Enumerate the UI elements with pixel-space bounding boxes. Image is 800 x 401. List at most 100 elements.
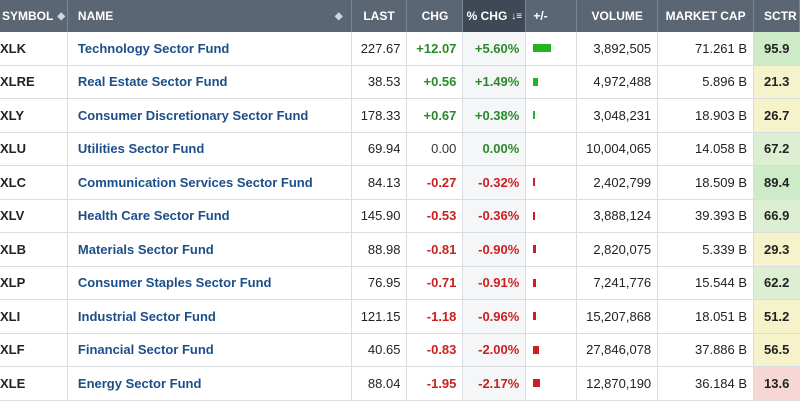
- market-cap-cell: 5.339 B: [658, 233, 755, 266]
- symbol-cell[interactable]: XLP: [0, 266, 68, 300]
- symbol-text[interactable]: XLY: [0, 107, 25, 123]
- last-cell: 40.65: [352, 333, 408, 367]
- name-cell[interactable]: Technology Sector Fund: [68, 32, 352, 65]
- name-text[interactable]: Energy Sector Fund: [77, 375, 202, 391]
- table-row[interactable]: XLF Financial Sector Fund 40.65 -0.83 -2.00%…: [0, 333, 800, 368]
- last-cell: 121.15: [352, 300, 408, 333]
- volume-text: 3,048,231: [593, 107, 652, 123]
- symbol-cell[interactable]: XLC: [0, 166, 68, 199]
- name-text[interactable]: Utilities Sector Fund: [77, 141, 205, 157]
- name-text[interactable]: Financial Sector Fund: [77, 342, 214, 358]
- name-text[interactable]: Real Estate Sector Fund: [77, 74, 228, 90]
- sctr-cell: 89.4: [754, 166, 800, 199]
- symbol-text[interactable]: XLP: [0, 275, 26, 291]
- column-header-plus-minus[interactable]: +/-: [526, 0, 578, 32]
- table-row[interactable]: XLY Consumer Discretionary Sector Fund 178…: [0, 99, 800, 133]
- pct-chg-cell: -2.17%: [463, 367, 527, 400]
- name-cell[interactable]: Energy Sector Fund: [68, 367, 352, 400]
- change-bar: [533, 312, 537, 321]
- name-text[interactable]: Communication Services Sector Fund: [77, 174, 313, 190]
- column-header-pct-chg[interactable]: % CHG ↓≡: [463, 0, 527, 32]
- column-header-name[interactable]: NAME ◆: [68, 0, 352, 32]
- symbol-text[interactable]: XLRE: [0, 74, 35, 90]
- column-header-chg[interactable]: CHG: [407, 0, 464, 32]
- change-bar-cell: [526, 166, 578, 199]
- symbol-text[interactable]: XLB: [0, 241, 26, 257]
- table-row[interactable]: XLRE Real Estate Sector Fund 38.53 +0.56 +1.…: [0, 65, 800, 100]
- name-cell[interactable]: Consumer Staples Sector Fund: [68, 266, 352, 300]
- market-cap-text: 18.903 B: [695, 107, 748, 123]
- volume-text: 3,892,505: [593, 40, 652, 56]
- name-cell[interactable]: Health Care Sector Fund: [68, 199, 352, 233]
- chg-cell: -1.18: [407, 300, 464, 333]
- symbol-text[interactable]: XLU: [0, 141, 26, 157]
- change-bar-cell: [526, 367, 578, 400]
- market-cap-text: 18.051 B: [695, 308, 748, 324]
- name-cell[interactable]: Materials Sector Fund: [68, 233, 352, 266]
- sctr-cell: 29.3: [754, 233, 800, 266]
- last-cell: 84.13: [352, 166, 408, 199]
- pct-chg-text: +5.60%: [474, 40, 520, 56]
- symbol-text[interactable]: XLV: [0, 208, 25, 224]
- column-header-sctr[interactable]: SCTR: [754, 0, 800, 32]
- symbol-text[interactable]: XLF: [0, 342, 25, 358]
- volume-cell: 7,241,776: [577, 266, 659, 300]
- name-cell[interactable]: Consumer Discretionary Sector Fund: [68, 99, 352, 132]
- name-text[interactable]: Materials Sector Fund: [77, 241, 214, 257]
- symbol-text[interactable]: XLE: [0, 375, 26, 391]
- chg-cell: -0.27: [407, 166, 464, 199]
- pct-chg-text: -0.90%: [478, 241, 520, 257]
- table-row[interactable]: XLK Technology Sector Fund 227.67 +12.07 +5.…: [0, 32, 800, 66]
- sctr-text: 89.4: [764, 174, 790, 190]
- table-row[interactable]: XLP Consumer Staples Sector Fund 76.95 -0.7…: [0, 266, 800, 301]
- symbol-cell[interactable]: XLF: [0, 333, 68, 367]
- table-row[interactable]: XLE Energy Sector Fund 88.04 -1.95 -2.17% 12,…: [0, 367, 800, 401]
- table-row[interactable]: XLV Health Care Sector Fund 145.90 -0.53 -0.…: [0, 199, 800, 234]
- change-bar-cell: [526, 132, 578, 166]
- name-text[interactable]: Consumer Staples Sector Fund: [77, 275, 272, 291]
- chg-text: 0.00: [431, 141, 457, 157]
- symbol-cell[interactable]: XLRE: [0, 65, 68, 99]
- volume-text: 3,888,124: [593, 208, 652, 224]
- name-cell[interactable]: Financial Sector Fund: [68, 333, 352, 367]
- column-header-last[interactable]: LAST: [352, 0, 408, 32]
- name-cell[interactable]: Utilities Sector Fund: [68, 132, 352, 166]
- symbol-cell[interactable]: XLU: [0, 132, 68, 166]
- table-row[interactable]: XLU Utilities Sector Fund 69.94 0.00 0.00% 10…: [0, 132, 800, 167]
- name-text[interactable]: Consumer Discretionary Sector Fund: [77, 107, 309, 123]
- name-text[interactable]: Health Care Sector Fund: [77, 208, 230, 224]
- change-bar-cell: [526, 199, 578, 233]
- symbol-cell[interactable]: XLE: [0, 367, 68, 400]
- column-header-label: % CHG: [466, 9, 508, 23]
- column-header-label: +/-: [533, 9, 548, 23]
- symbol-text[interactable]: XLC: [0, 174, 26, 190]
- name-cell[interactable]: Industrial Sector Fund: [68, 300, 352, 333]
- symbol-cell[interactable]: XLV: [0, 199, 68, 233]
- name-cell[interactable]: Real Estate Sector Fund: [68, 65, 352, 99]
- symbol-text[interactable]: XLI: [0, 308, 21, 324]
- name-text[interactable]: Industrial Sector Fund: [77, 308, 216, 324]
- last-text: 84.13: [367, 174, 401, 190]
- symbol-cell[interactable]: XLI: [0, 300, 68, 333]
- sctr-cell: 26.7: [754, 99, 800, 132]
- symbol-text[interactable]: XLK: [0, 40, 26, 56]
- table-row[interactable]: XLC Communication Services Sector Fund 84.…: [0, 166, 800, 200]
- column-header-label: CHG: [421, 9, 449, 23]
- column-header-symbol[interactable]: SYMBOL ◆: [0, 0, 68, 32]
- sort-descending-icon: ↓≡: [511, 10, 523, 22]
- chg-text: -0.71: [426, 275, 457, 291]
- table-row[interactable]: XLI Industrial Sector Fund 121.15 -1.18 -0.9…: [0, 300, 800, 334]
- pct-chg-cell: -0.36%: [463, 199, 527, 233]
- change-bar: [533, 211, 536, 220]
- name-cell[interactable]: Communication Services Sector Fund: [68, 166, 352, 199]
- symbol-cell[interactable]: XLY: [0, 99, 68, 132]
- pct-chg-cell: +0.38%: [463, 99, 527, 132]
- symbol-cell[interactable]: XLB: [0, 233, 68, 266]
- column-header-market-cap[interactable]: MARKET CAP: [658, 0, 755, 32]
- change-bar-cell: [526, 300, 578, 333]
- symbol-cell[interactable]: XLK: [0, 32, 68, 65]
- column-header-volume[interactable]: VOLUME: [577, 0, 659, 32]
- chg-text: -0.53: [426, 208, 457, 224]
- name-text[interactable]: Technology Sector Fund: [77, 40, 230, 56]
- table-row[interactable]: XLB Materials Sector Fund 88.98 -0.81 -0.90%…: [0, 233, 800, 267]
